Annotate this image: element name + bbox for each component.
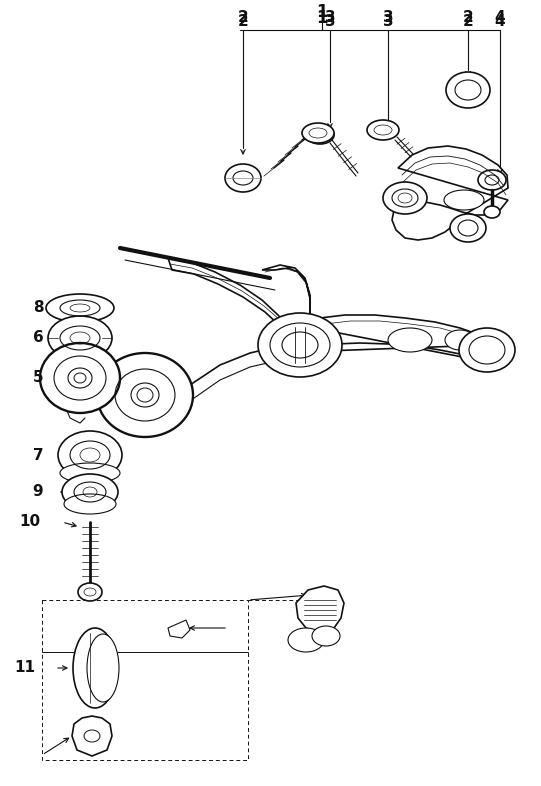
- Ellipse shape: [73, 628, 117, 708]
- Ellipse shape: [485, 175, 499, 185]
- Ellipse shape: [48, 316, 112, 360]
- Ellipse shape: [484, 206, 500, 218]
- Ellipse shape: [459, 328, 515, 372]
- Ellipse shape: [87, 634, 119, 702]
- Text: 3: 3: [325, 10, 335, 25]
- Ellipse shape: [388, 328, 432, 352]
- Ellipse shape: [74, 373, 86, 383]
- Text: 3: 3: [382, 14, 393, 30]
- Text: 10: 10: [19, 515, 41, 530]
- Text: 4: 4: [494, 10, 505, 25]
- Text: 2: 2: [237, 10, 248, 25]
- Polygon shape: [168, 620, 190, 638]
- Polygon shape: [298, 315, 488, 362]
- Text: 11: 11: [15, 660, 36, 675]
- Ellipse shape: [444, 190, 484, 210]
- Polygon shape: [262, 265, 310, 335]
- Text: 8: 8: [32, 300, 43, 315]
- Ellipse shape: [60, 463, 120, 483]
- Ellipse shape: [58, 431, 122, 479]
- Ellipse shape: [445, 330, 475, 350]
- Ellipse shape: [225, 164, 261, 192]
- Text: 7: 7: [32, 447, 43, 462]
- Ellipse shape: [302, 123, 334, 143]
- Text: 2: 2: [463, 10, 473, 25]
- Polygon shape: [296, 586, 344, 633]
- Text: 4: 4: [494, 14, 505, 30]
- Bar: [42, 600, 248, 760]
- Text: 1: 1: [316, 9, 328, 27]
- Ellipse shape: [288, 628, 324, 652]
- Text: 3: 3: [382, 10, 393, 25]
- Ellipse shape: [46, 294, 114, 322]
- Ellipse shape: [258, 313, 342, 377]
- Ellipse shape: [40, 343, 120, 413]
- Text: 9: 9: [32, 484, 43, 499]
- Polygon shape: [392, 146, 508, 240]
- Text: 6: 6: [32, 330, 43, 346]
- Ellipse shape: [137, 388, 153, 402]
- Text: 2: 2: [463, 14, 473, 30]
- Text: 3: 3: [325, 14, 335, 30]
- Ellipse shape: [367, 120, 399, 140]
- Ellipse shape: [478, 170, 506, 190]
- Ellipse shape: [97, 353, 193, 437]
- Text: 1: 1: [316, 3, 328, 21]
- Ellipse shape: [78, 583, 102, 601]
- Ellipse shape: [383, 182, 427, 214]
- Ellipse shape: [64, 494, 116, 514]
- Ellipse shape: [233, 171, 253, 185]
- Text: 2: 2: [237, 14, 248, 30]
- Text: 5: 5: [32, 370, 43, 385]
- Polygon shape: [72, 716, 112, 756]
- Ellipse shape: [312, 626, 340, 646]
- Ellipse shape: [450, 214, 486, 242]
- Ellipse shape: [446, 72, 490, 108]
- Ellipse shape: [455, 80, 481, 100]
- Ellipse shape: [62, 474, 118, 510]
- Ellipse shape: [306, 126, 334, 144]
- Polygon shape: [168, 258, 298, 345]
